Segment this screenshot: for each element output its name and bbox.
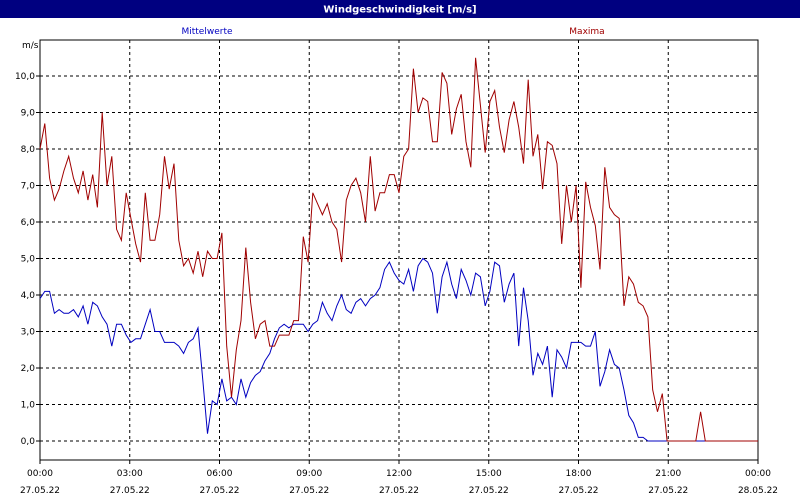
- y-tick-label: 7,0: [21, 182, 36, 192]
- legend-mean: Mittelwerte: [181, 27, 232, 37]
- y-tick-label: 9,0: [21, 109, 36, 119]
- y-tick-label: 2,0: [21, 364, 36, 374]
- y-tick-label: 3,0: [21, 328, 36, 338]
- series: [39, 57, 758, 442]
- x-tick-time: 21:00: [655, 469, 681, 479]
- x-tick-date: 27.05.22: [110, 486, 150, 496]
- x-tick-date: 28.05.22: [738, 486, 778, 496]
- x-tick-date: 27.05.22: [558, 486, 598, 496]
- legend-max: Maxima: [569, 27, 604, 37]
- series-line-mittelwerte: [39, 257, 758, 442]
- title-bar: [0, 0, 800, 18]
- y-tick-label: 1,0: [21, 401, 36, 411]
- x-tick-date: 27.05.22: [289, 486, 329, 496]
- x-tick-time: 12:00: [386, 469, 412, 479]
- x-tick-date: 27.05.22: [648, 486, 688, 496]
- series-line-maxima: [39, 57, 758, 442]
- chart-title: Windgeschwindigkeit [m/s]: [323, 5, 476, 16]
- x-tick-time: 15:00: [476, 469, 502, 479]
- x-tick-time: 00:00: [745, 469, 771, 479]
- y-tick-label: 5,0: [21, 255, 36, 265]
- y-tick-label: 0,0: [21, 437, 36, 447]
- x-tick-date: 27.05.22: [469, 486, 509, 496]
- y-tick-label: 8,0: [21, 145, 36, 155]
- y-tick-label: 10,0: [15, 72, 35, 82]
- x-tick-date: 27.05.22: [379, 486, 419, 496]
- y-axis-unit: m/s: [22, 41, 39, 51]
- x-tick-labels: 00:00 27.05.22 03:00 27.05.22 06:00 27.05.22 0…: [20, 469, 778, 496]
- y-tick-label: 4,0: [21, 291, 36, 301]
- x-tick-date: 27.05.22: [199, 486, 239, 496]
- y-tick-labels: 0,0 1,0 2,0 3,0 4,0 5,0 6,0 7,0 8,0 9,0 10,0: [15, 72, 35, 447]
- x-tick-time: 00:00: [27, 469, 53, 479]
- x-tick-time: 09:00: [296, 469, 322, 479]
- x-tick-date: 27.05.22: [20, 486, 60, 496]
- y-tick-label: 6,0: [21, 218, 36, 228]
- grid: [36, 40, 759, 464]
- x-tick-time: 03:00: [117, 469, 143, 479]
- x-tick-time: 18:00: [566, 469, 592, 479]
- x-tick-time: 06:00: [207, 469, 233, 479]
